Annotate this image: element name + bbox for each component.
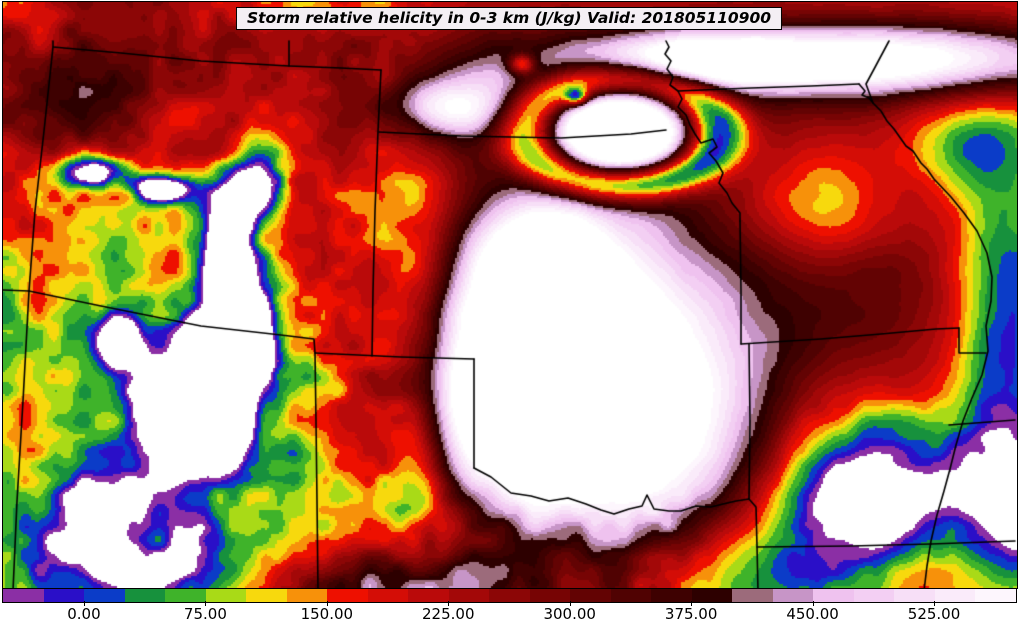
- plot-title: Storm relative helicity in 0-3 km (J/kg)…: [235, 7, 783, 30]
- colorbar-tick: [934, 601, 936, 606]
- colorbar-segment: [205, 589, 247, 602]
- colorbar-segment: [934, 589, 976, 602]
- colorbar-tick-label: 0.00: [67, 605, 101, 623]
- colorbar-segment: [3, 589, 44, 602]
- colorbar-segment: [246, 589, 287, 602]
- colorbar-tick-label: 225.00: [422, 605, 475, 623]
- colorbar-segment: [894, 589, 935, 602]
- colorbar-segment: [367, 589, 409, 602]
- colorbar-segment: [489, 589, 530, 602]
- colorbar-tick: [448, 601, 450, 606]
- colorbar-segment: [448, 589, 490, 602]
- map-frame: [2, 1, 1018, 589]
- colorbar-segment: [691, 589, 733, 602]
- colorbar-tick: [326, 601, 328, 606]
- colorbar-tick: [83, 601, 85, 606]
- colorbar-tick-label: 450.00: [786, 605, 839, 623]
- colorbar-tick-label: 150.00: [300, 605, 354, 623]
- colorbar-segment: [286, 589, 328, 602]
- colorbar-segment: [813, 589, 854, 602]
- colorbar-segment: [529, 589, 571, 602]
- colorbar-segment: [165, 589, 206, 602]
- colorbar-tick: [569, 601, 571, 606]
- colorbar-segment: [408, 589, 449, 602]
- colorbar-segment: [327, 589, 368, 602]
- colorbar-segment: [570, 589, 611, 602]
- colorbar-tick-label: 525.00: [907, 605, 961, 623]
- colorbar-segment: [853, 589, 895, 602]
- helicity-field-canvas: [3, 2, 1017, 588]
- colorbar-tick-label: 375.00: [664, 605, 718, 623]
- colorbar-tick-label: 300.00: [543, 605, 596, 623]
- colorbar-tick: [205, 601, 207, 606]
- colorbar: [2, 588, 1017, 603]
- colorbar-segment: [772, 589, 814, 602]
- colorbar-segment: [124, 589, 166, 602]
- colorbar-segment: [651, 589, 692, 602]
- colorbar-segment: [43, 589, 85, 602]
- colorbar-tick-label: 75.00: [183, 605, 227, 623]
- colorbar-tick: [691, 601, 693, 606]
- colorbar-segment: [732, 589, 773, 602]
- colorbar-segment: [975, 589, 1016, 602]
- colorbar-tick: [812, 601, 814, 606]
- colorbar-segment: [84, 589, 125, 602]
- colorbar-segment: [610, 589, 652, 602]
